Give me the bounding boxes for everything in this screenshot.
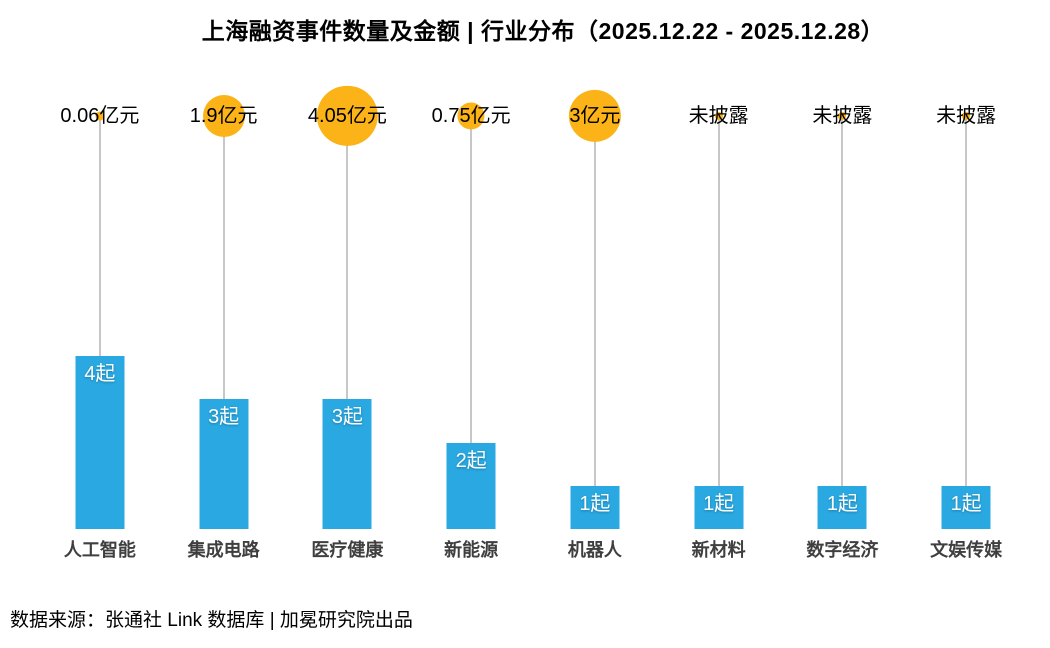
category-label: 机器人 (567, 540, 622, 560)
stem-line (841, 116, 844, 486)
stem-line (346, 116, 349, 400)
category-label: 文娱传媒 (930, 540, 1003, 560)
chart-column: 3亿元 1起 机器人 (533, 0, 657, 648)
amount-label: 未披露 (812, 105, 873, 127)
count-bar: 1起 (941, 485, 991, 529)
chart-column: 0.75亿元 2起 新能源 (409, 0, 533, 648)
stem-line (222, 116, 225, 400)
amount-label: 未披露 (936, 105, 997, 127)
count-bar: 3起 (199, 399, 249, 529)
amount-bubble (568, 89, 621, 143)
count-label: 2起 (455, 449, 487, 472)
category-label: 新能源 (444, 540, 499, 560)
stem-line (593, 116, 596, 486)
amount-label: 1.9亿元 (189, 105, 258, 127)
count-label: 1起 (579, 492, 611, 515)
amount-label: 未披露 (688, 105, 749, 127)
amount-label: 0.75亿元 (431, 105, 511, 127)
stem-line (470, 116, 473, 443)
category-label: 人工智能 (63, 540, 136, 560)
count-label: 1起 (703, 492, 735, 515)
count-bar: 1起 (570, 485, 620, 529)
count-label: 4起 (84, 363, 116, 386)
chart-column: 未披露 1起 新材料 (657, 0, 781, 648)
chart-column: 4.05亿元 3起 医疗健康 (286, 0, 410, 648)
amount-bubble (95, 111, 105, 121)
amount-bubble (317, 85, 378, 147)
count-bar: 1起 (694, 485, 744, 529)
count-bar: 3起 (322, 399, 372, 529)
count-bar: 1起 (817, 485, 867, 529)
amount-label: 0.06亿元 (60, 105, 140, 127)
count-bar: 4起 (75, 356, 125, 529)
category-label: 医疗健康 (311, 540, 384, 560)
data-source: 数据来源：张通社 Link 数据库 | 加冕研究院出品 (10, 610, 413, 631)
chart-column: 1.9亿元 3起 集成电路 (162, 0, 286, 648)
stem-line (98, 116, 101, 357)
count-label: 1起 (826, 492, 858, 515)
chart-column: 0.06亿元 4起 人工智能 (38, 0, 162, 648)
amount-bubble (714, 112, 723, 120)
stem-line (965, 116, 968, 486)
amount-bubble (457, 102, 485, 130)
count-bar: 2起 (446, 442, 496, 529)
lollipop-bar-chart: 0.06亿元 4起 人工智能 1.9亿元 3起 集成电路 4.05亿元 3起 医… (38, 0, 1028, 648)
stem-line (717, 116, 720, 486)
count-label: 1起 (950, 492, 982, 515)
category-label: 数字经济 (806, 540, 879, 560)
category-label: 新材料 (691, 540, 746, 560)
category-label: 集成电路 (187, 540, 260, 560)
amount-label: 4.05亿元 (307, 105, 387, 127)
chart-column: 未披露 1起 文娱传媒 (904, 0, 1028, 648)
chart-title: 上海融资事件数量及金额 | 行业分布（2025.12.22 - 2025.12.… (201, 18, 885, 44)
count-label: 3起 (331, 406, 363, 429)
amount-label: 3亿元 (569, 105, 621, 127)
chart-column: 未披露 1起 数字经济 (781, 0, 905, 648)
amount-bubble (962, 112, 971, 120)
count-label: 3起 (208, 406, 240, 429)
amount-bubble (202, 95, 245, 137)
amount-bubble (838, 112, 847, 120)
